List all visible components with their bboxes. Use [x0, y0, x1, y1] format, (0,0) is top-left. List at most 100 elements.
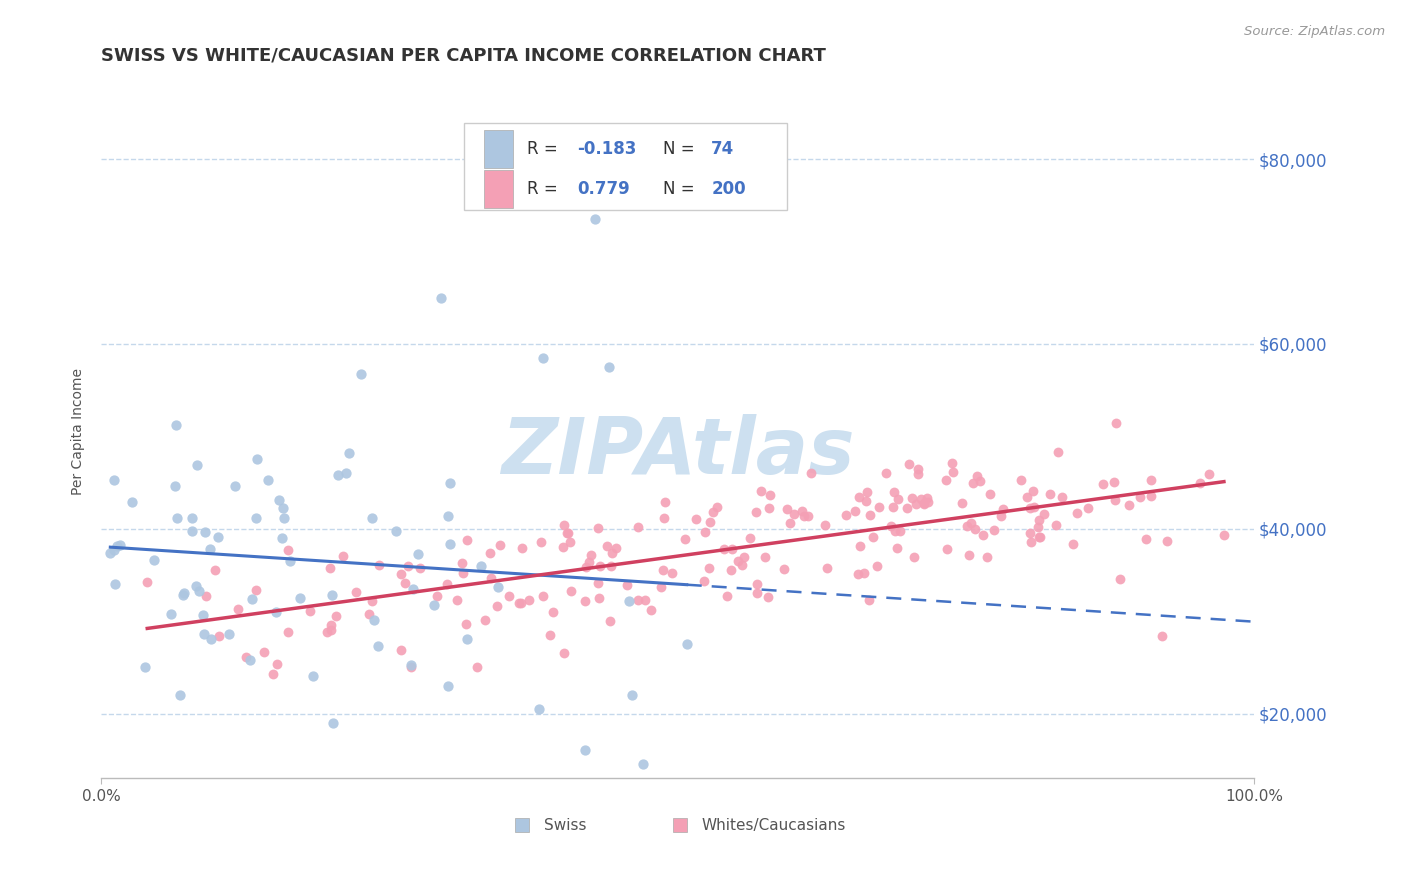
Point [727, 554, 749, 568]
Point [430, 291, 453, 305]
Point [288, 591, 311, 605]
Point [266, 657, 288, 671]
Point [551, 540, 574, 554]
Point [136, 574, 159, 589]
Point [531, 351, 554, 365]
Point [578, 555, 600, 569]
Point [1028, 530, 1050, 544]
Point [627, 519, 650, 533]
Point [598, 359, 620, 374]
Point [1033, 508, 1056, 522]
Point [957, 548, 980, 562]
Point [363, 613, 385, 627]
Point [574, 743, 596, 757]
Point [697, 561, 720, 575]
Point [627, 592, 650, 607]
Point [315, 624, 337, 639]
Point [1050, 490, 1073, 504]
Point [1091, 477, 1114, 491]
Text: N =: N = [662, 180, 700, 198]
Point [394, 575, 416, 590]
Point [730, 558, 752, 573]
Point [915, 491, 938, 506]
Point [889, 524, 911, 538]
Point [344, 584, 367, 599]
Point [1015, 490, 1038, 504]
Point [966, 469, 988, 483]
Point [302, 669, 325, 683]
Point [437, 509, 460, 524]
Point [271, 532, 294, 546]
Point [486, 580, 509, 594]
Point [553, 518, 575, 533]
Point [848, 539, 870, 553]
Text: R =: R = [527, 140, 562, 158]
Point [437, 679, 460, 693]
Point [245, 510, 267, 524]
Point [321, 588, 343, 602]
Point [103, 542, 125, 557]
Point [855, 485, 877, 500]
Point [605, 541, 627, 556]
Point [1039, 487, 1062, 501]
Point [875, 466, 897, 480]
Point [800, 467, 823, 481]
Point [436, 577, 458, 591]
Point [208, 629, 231, 643]
Point [976, 549, 998, 564]
Point [950, 496, 973, 510]
Point [747, 577, 769, 591]
Point [910, 491, 932, 506]
Point [1104, 492, 1126, 507]
Point [912, 497, 935, 511]
Point [586, 785, 609, 799]
Point [901, 491, 924, 506]
Point [450, 556, 472, 570]
Point [617, 594, 640, 608]
Point [278, 554, 301, 568]
Point [960, 516, 983, 531]
Point [1026, 520, 1049, 534]
Point [588, 576, 610, 591]
Point [702, 505, 724, 519]
Point [396, 559, 419, 574]
Point [361, 511, 384, 525]
Point [941, 457, 963, 471]
Point [401, 582, 423, 597]
Point [979, 487, 1001, 501]
Point [882, 500, 904, 514]
Point [749, 484, 772, 499]
Point [530, 535, 553, 549]
Point [322, 716, 344, 731]
Point [160, 607, 183, 622]
Point [186, 579, 208, 593]
Point [474, 613, 496, 627]
Point [257, 473, 280, 487]
Point [1062, 537, 1084, 551]
Point [963, 523, 986, 537]
Point [389, 567, 412, 582]
Point [1109, 572, 1132, 586]
Point [815, 561, 838, 575]
Point [713, 541, 735, 556]
Point [796, 509, 818, 524]
Point [271, 501, 294, 516]
Point [172, 588, 194, 602]
FancyBboxPatch shape [484, 130, 513, 169]
Point [557, 525, 579, 540]
Point [848, 491, 870, 505]
Point [1018, 526, 1040, 541]
Point [756, 590, 779, 604]
Point [1066, 506, 1088, 520]
Text: N =: N = [662, 140, 700, 158]
Point [661, 566, 683, 580]
Point [616, 578, 638, 592]
Point [104, 577, 127, 591]
Point [163, 479, 186, 493]
Point [903, 550, 925, 565]
Point [180, 524, 202, 538]
Point [486, 599, 509, 614]
Point [169, 688, 191, 702]
Point [790, 503, 813, 517]
Point [193, 627, 215, 641]
